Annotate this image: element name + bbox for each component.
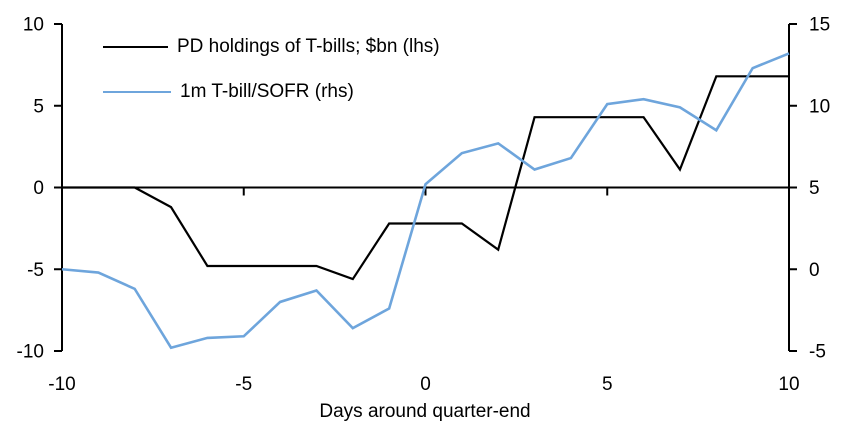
x-axis-tick-label: -10 [48,374,75,395]
right-axis-tick-label: 10 [809,96,830,117]
x-axis-tick-label: 0 [420,374,431,395]
right-axis-tick-label: 15 [809,15,830,36]
legend-item-sofr: 1m T-bill/SOFR (rhs) [103,80,440,103]
right-axis-tick-label: 5 [809,178,820,199]
legend-item-pd-holdings: PD holdings of T-bills; $bn (lhs) [103,35,440,58]
left-axis-tick-label: 0 [33,178,44,199]
left-axis-tick-label: 10 [23,15,44,36]
left-axis-tick-label: -10 [17,342,44,363]
right-axis-tick-label: -5 [809,342,826,363]
series-line-sofr-spread [61,52,790,350]
series-line-pd-holdings [62,75,789,281]
x-axis-tick-label: 10 [778,374,799,395]
x-axis-title: Days around quarter-end [319,401,530,422]
x-axis-tick-label: 5 [602,374,613,395]
legend-label-sofr: 1m T-bill/SOFR (rhs) [180,80,354,102]
left-axis-tick-label: -5 [27,260,44,281]
black-line-swatch-icon [103,45,168,48]
legend-label-pd-holdings: PD holdings of T-bills; $bn (lhs) [177,35,440,57]
left-axis-tick-label: 5 [33,96,44,117]
right-axis-tick-label: 0 [809,260,820,281]
x-axis-tick-label: -5 [235,374,252,395]
legend: PD holdings of T-bills; $bn (lhs) 1m T-b… [103,35,440,103]
blue-line-swatch-icon [103,90,171,93]
